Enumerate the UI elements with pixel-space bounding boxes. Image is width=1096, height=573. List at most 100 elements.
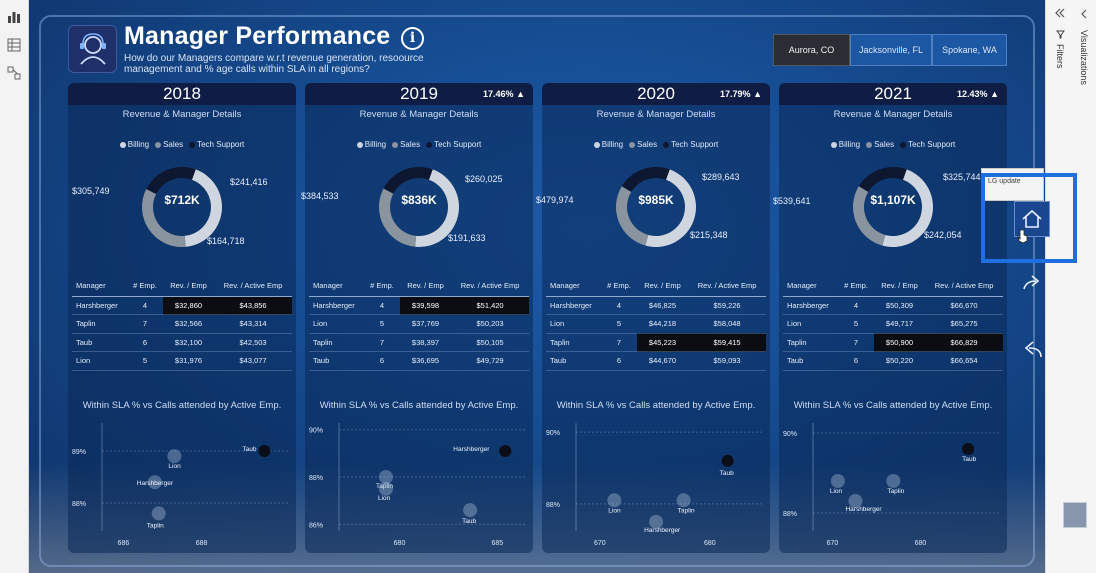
sla-scatter-chart[interactable]: 90% 88% 670 680 Taub Lion Taplin Harshberger	[542, 419, 770, 549]
scatter-point-label: Taub	[962, 456, 976, 463]
scatter-point[interactable]	[962, 443, 975, 455]
region-button-jacksonville[interactable]: Jacksonville, FL	[850, 34, 932, 66]
column-header[interactable]: Rev. / Active Emp	[925, 276, 1003, 297]
table-row[interactable]: Lion 5 $31,976 $43,077	[72, 351, 292, 371]
visualizations-pane-label[interactable]: Visualizations	[1079, 30, 1089, 85]
column-header[interactable]: Rev. / Active Emp	[451, 276, 529, 297]
revenue-donut-chart[interactable]	[134, 159, 230, 255]
column-header[interactable]: Rev. / Emp	[873, 276, 926, 297]
table-view-icon[interactable]	[7, 38, 21, 52]
donut-slice-billing[interactable]	[415, 169, 459, 247]
legend-item-billing[interactable]: Billing	[593, 140, 623, 149]
scatter-point[interactable]	[378, 481, 393, 496]
info-icon[interactable]: i	[401, 27, 424, 50]
scatter-point[interactable]	[830, 474, 845, 488]
donut-slice-tech-support[interactable]	[146, 167, 196, 194]
donut-slice-billing[interactable]	[184, 169, 222, 247]
table-row[interactable]: Taplin 7 $45,223 $59,415	[546, 333, 766, 352]
sla-scatter-chart[interactable]: 89% 88% 686 688 Taub Lion Harshberger Taplin	[68, 419, 296, 549]
revenue-donut-chart[interactable]	[845, 159, 941, 255]
y-tick-label: 88%	[309, 475, 323, 482]
scatter-point[interactable]	[676, 493, 691, 508]
donut-slice-sales[interactable]	[853, 186, 886, 246]
table-row[interactable]: Taub 6 $32,100 $42,503	[72, 333, 292, 352]
table-row[interactable]: Taub 6 $44,670 $59,093	[546, 351, 766, 371]
table-row[interactable]: Lion 5 $37,769 $50,203	[309, 314, 529, 334]
table-row[interactable]: Taub 6 $36,695 $49,729	[309, 351, 529, 371]
scatter-point[interactable]	[378, 470, 393, 484]
legend-item-sales[interactable]: Sales	[866, 140, 894, 149]
sla-scatter-chart[interactable]: 90% 88% 86% 680 685 Harshberger Taplin Lion Taub	[305, 419, 533, 549]
revenue-donut-chart[interactable]	[371, 159, 467, 255]
donut-slice-sales[interactable]	[142, 188, 186, 247]
column-header[interactable]: Manager	[309, 276, 365, 297]
column-header[interactable]: Rev. / Active Emp	[688, 276, 766, 297]
collapse-icon[interactable]	[1054, 7, 1066, 19]
donut-slice-tech-support[interactable]	[383, 167, 433, 194]
donut-slice-sales[interactable]	[379, 188, 417, 247]
legend-item-tech-support[interactable]: Tech Support	[189, 140, 244, 149]
legend-item-sales[interactable]: Sales	[155, 140, 183, 149]
sla-scatter-chart[interactable]: 90% 88% 670 680 Taub Lion Taplin Harshberger	[779, 419, 1007, 549]
scatter-point[interactable]	[848, 494, 863, 508]
table-row[interactable]: Harshberger 4 $46,825 $59,226	[546, 295, 766, 315]
donut-slice-tech-support[interactable]	[858, 167, 907, 192]
scatter-point[interactable]	[147, 475, 162, 490]
scatter-point[interactable]	[607, 493, 622, 508]
column-header[interactable]: Manager	[72, 276, 128, 297]
cell-manager: Lion	[546, 314, 602, 334]
x-tick-label: 670	[827, 540, 839, 547]
legend-item-tech-support[interactable]: Tech Support	[900, 140, 955, 149]
legend-item-billing[interactable]: Billing	[830, 140, 860, 149]
scatter-point[interactable]	[258, 445, 271, 457]
scatter-point[interactable]	[886, 474, 901, 488]
region-button-aurora[interactable]: Aurora, CO	[773, 34, 850, 66]
legend-item-tech-support[interactable]: Tech Support	[426, 140, 481, 149]
column-header[interactable]: # Emp.	[601, 276, 637, 297]
scatter-point[interactable]	[649, 514, 664, 529]
y-tick-label: 88%	[546, 502, 560, 509]
scatter-point[interactable]	[167, 449, 182, 464]
chevron-left-icon[interactable]	[1080, 9, 1088, 19]
column-header[interactable]: Manager	[546, 276, 602, 297]
table-row[interactable]: Harshberger 4 $39,598 $51,420	[309, 295, 529, 315]
back-button[interactable]	[1014, 331, 1050, 367]
scatter-point[interactable]	[499, 445, 512, 457]
column-header[interactable]: # Emp.	[364, 276, 400, 297]
table-row[interactable]: Taplin 7 $32,566 $43,314	[72, 314, 292, 334]
legend-item-sales[interactable]: Sales	[392, 140, 420, 149]
legend-item-sales[interactable]: Sales	[629, 140, 657, 149]
table-row[interactable]: Taub 6 $50,220 $66,654	[783, 351, 1003, 371]
table-row[interactable]: Taplin 7 $38,397 $50,105	[309, 333, 529, 352]
table-row[interactable]: Harshberger 4 $32,860 $43,856	[72, 295, 292, 315]
table-row[interactable]: Harshberger 4 $50,309 $66,670	[783, 295, 1003, 315]
column-header[interactable]: Manager	[783, 276, 839, 297]
revenue-donut-chart[interactable]	[608, 159, 704, 255]
column-header[interactable]: Rev. / Emp	[399, 276, 452, 297]
model-view-icon[interactable]	[7, 66, 21, 80]
donut-slice-billing[interactable]	[645, 169, 696, 247]
legend-item-billing[interactable]: Billing	[356, 140, 386, 149]
scatter-point[interactable]	[463, 503, 478, 518]
column-header[interactable]: Rev. / Active Emp	[214, 276, 292, 297]
legend-item-billing[interactable]: Billing	[119, 140, 149, 149]
donut-label-billing: $305,749	[72, 186, 110, 196]
scatter-point[interactable]	[721, 454, 734, 467]
cell-rev-active: $50,105	[451, 333, 529, 352]
legend-item-tech-support[interactable]: Tech Support	[663, 140, 718, 149]
region-button-spokane[interactable]: Spokane, WA	[932, 34, 1007, 66]
table-row[interactable]: Lion 5 $49,717 $65,275	[783, 314, 1003, 334]
donut-slice-billing[interactable]	[882, 169, 934, 248]
column-header[interactable]: Rev. / Emp	[162, 276, 215, 297]
column-header[interactable]: # Emp.	[838, 276, 874, 297]
donut-slice-sales[interactable]	[616, 186, 649, 246]
report-view-icon[interactable]	[7, 10, 21, 24]
filters-pane-label[interactable]: Filters	[1055, 44, 1065, 69]
column-header[interactable]: Rev. / Emp	[636, 276, 689, 297]
table-row[interactable]: Lion 5 $44,218 $58,048	[546, 314, 766, 334]
column-header[interactable]: # Emp.	[127, 276, 163, 297]
table-row[interactable]: Taplin 7 $50,900 $66,829	[783, 333, 1003, 352]
donut-slice-tech-support[interactable]	[621, 167, 670, 192]
forward-button[interactable]	[1014, 265, 1050, 301]
scatter-point[interactable]	[151, 506, 166, 521]
